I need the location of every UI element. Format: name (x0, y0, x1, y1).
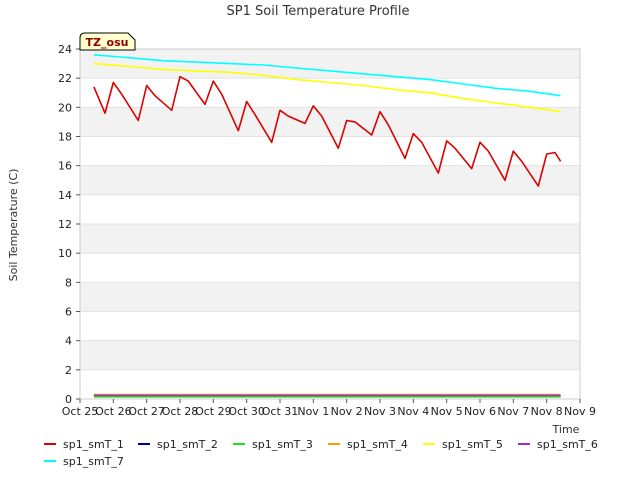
grid-band (80, 136, 580, 166)
x-tick-label: Nov 1 (297, 405, 329, 418)
x-tick-label: Nov 5 (431, 405, 463, 418)
legend-entry: sp1_smT_7 (63, 455, 124, 468)
grid-band (80, 311, 580, 341)
grid-band (80, 340, 580, 370)
grid-band (80, 253, 580, 283)
x-tick-label: Nov 6 (464, 405, 496, 418)
y-tick-label: 12 (58, 218, 72, 231)
x-tick-label: Oct 29 (195, 405, 232, 418)
legend-entry: sp1_smT_1 (63, 438, 124, 451)
y-tick-label: 0 (65, 393, 72, 406)
x-tick-label: Nov 8 (531, 405, 563, 418)
y-tick-label: 14 (58, 189, 72, 202)
x-tick-label: Nov 3 (364, 405, 396, 418)
x-tick-label: Oct 25 (62, 405, 99, 418)
y-tick-label: 20 (58, 101, 72, 114)
x-axis-label: Time (552, 423, 580, 436)
y-tick-label: 24 (58, 43, 72, 56)
grid-band (80, 282, 580, 312)
y-tick-label: 18 (58, 131, 72, 144)
series-lines (93, 54, 562, 398)
x-tick-label: Oct 28 (162, 405, 199, 418)
legend-entry: sp1_smT_2 (157, 438, 218, 451)
grid-band (80, 224, 580, 254)
series-line-sp1_smT_5 (93, 62, 561, 113)
series-line-sp1_smT_1 (93, 75, 562, 187)
x-tick-label: Nov 4 (397, 405, 429, 418)
y-axis-label: Soil Temperature (C) (7, 169, 20, 282)
x-tick-label: Nov 2 (331, 405, 363, 418)
legend: sp1_smT_1 sp1_smT_2 sp1_smT_3 sp1_smT_4 sp1_… (44, 438, 598, 468)
grid-band (80, 165, 580, 195)
y-tick-label: 10 (58, 247, 72, 260)
y-tick-label: 4 (65, 335, 72, 348)
x-tick-label: Oct 26 (95, 405, 132, 418)
legend-entry: sp1_smT_4 (347, 438, 408, 451)
series-line-sp1_smT_7 (93, 54, 561, 97)
grid-band (80, 49, 580, 79)
x-tick-label: Oct 31 (262, 405, 299, 418)
legend-entry: sp1_smT_5 (442, 438, 503, 451)
y-tick-label: 6 (65, 306, 72, 319)
x-tick-label: Nov 9 (564, 405, 596, 418)
x-tick-label: Oct 27 (128, 405, 165, 418)
y-tick-label: 16 (58, 160, 72, 173)
y-tick-label: 22 (58, 72, 72, 85)
x-tick-label: Nov 7 (497, 405, 529, 418)
x-tick-label: Oct 30 (228, 405, 265, 418)
badge-shape (79, 32, 136, 51)
y-tick-label: 8 (65, 276, 72, 289)
station-badge: TZ_osu (79, 32, 136, 51)
badge-label: TZ_osu (86, 36, 129, 49)
legend-entry: sp1_smT_3 (252, 438, 313, 451)
grid-band (80, 194, 580, 224)
chart-title: SP1 Soil Temperature Profile (227, 4, 410, 19)
legend-entry: sp1_smT_6 (537, 438, 598, 451)
y-tick-label: 2 (65, 364, 72, 377)
